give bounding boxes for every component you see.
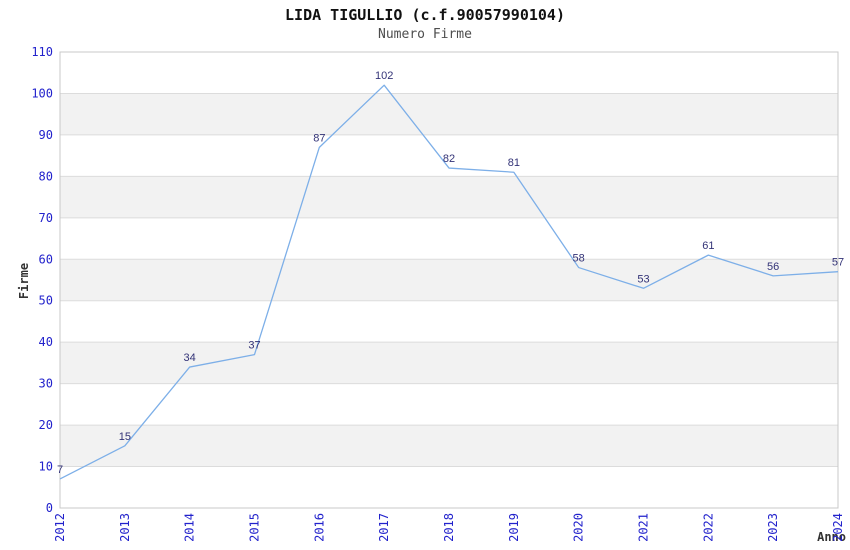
x-tick-label: 2023 (766, 513, 780, 542)
plot-band (60, 93, 838, 135)
y-tick-label: 50 (39, 294, 53, 308)
data-label: 53 (637, 273, 649, 285)
x-tick-label: 2024 (831, 513, 845, 542)
data-label: 15 (119, 431, 131, 443)
y-tick-label: 80 (39, 169, 53, 183)
y-tick-label: 70 (39, 211, 53, 225)
x-tick-label: 2015 (248, 513, 262, 542)
data-label: 37 (248, 340, 260, 352)
x-tick-label: 2013 (118, 513, 132, 542)
data-label: 61 (702, 240, 714, 252)
y-tick-label: 90 (39, 128, 53, 142)
chart-subtitle: Numero Firme (378, 27, 472, 42)
x-tick-label: 2020 (572, 513, 586, 542)
data-label: 87 (313, 132, 325, 144)
plot-band (60, 342, 838, 384)
x-tick-label: 2021 (637, 513, 651, 542)
y-tick-label: 20 (39, 418, 53, 432)
data-label: 81 (508, 157, 520, 169)
chart-title: LIDA TIGULLIO (c.f.90057990104) (285, 6, 565, 24)
y-tick-label: 30 (39, 377, 53, 391)
data-label: 102 (375, 70, 393, 82)
series-line (59, 84, 839, 480)
x-axis-label: Anno (817, 530, 846, 544)
y-tick-label: 10 (39, 460, 53, 474)
plot-border (59, 51, 839, 509)
y-tick-label: 60 (39, 252, 53, 266)
y-tick-label: 100 (31, 86, 53, 100)
x-tick-label: 2012 (53, 513, 67, 542)
data-label: 82 (443, 153, 455, 165)
data-label: 7 (57, 464, 63, 476)
data-label: 34 (184, 352, 196, 364)
data-label: 56 (767, 261, 779, 273)
plot-band (60, 259, 838, 301)
x-tick-label: 2022 (701, 513, 715, 542)
plot-band (60, 176, 838, 218)
x-tick-label: 2019 (507, 513, 521, 542)
data-label: 58 (573, 253, 585, 265)
x-tick-label: 2016 (312, 513, 326, 542)
x-tick-label: 2014 (183, 513, 197, 542)
x-tick-label: 2018 (442, 513, 456, 542)
y-tick-label: 0 (46, 501, 53, 515)
data-label: 57 (832, 257, 844, 269)
plot-band (60, 425, 838, 467)
x-tick-label: 2017 (377, 513, 391, 542)
y-tick-label: 40 (39, 335, 53, 349)
y-tick-label: 110 (31, 45, 53, 59)
